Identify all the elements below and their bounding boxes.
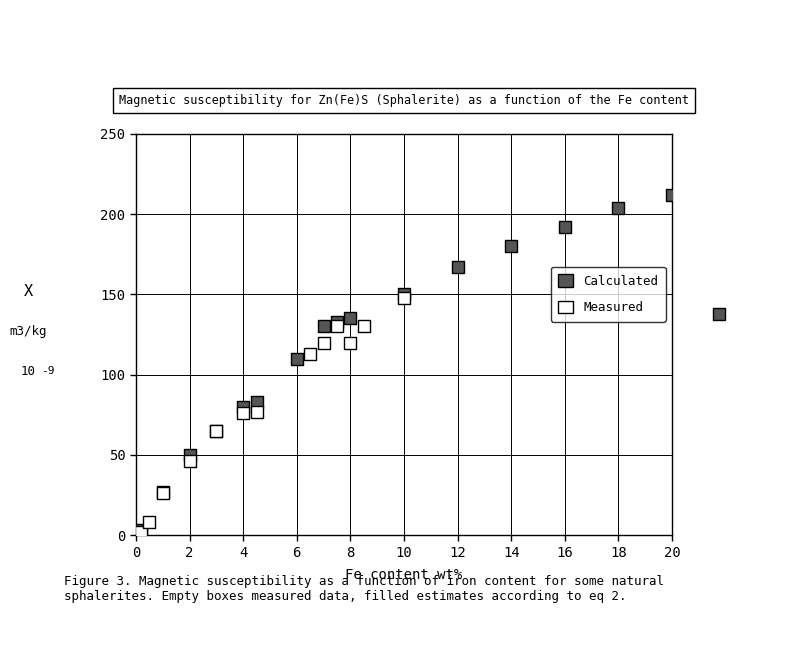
Text: Figure 3. Magnetic susceptibility as a function of iron content for some natural: Figure 3. Magnetic susceptibility as a f… — [64, 575, 664, 603]
Text: m3/kg: m3/kg — [10, 324, 46, 338]
Point — [210, 425, 223, 436]
Point — [713, 308, 726, 319]
Point — [250, 397, 263, 407]
Point — [143, 517, 156, 528]
Point — [210, 425, 223, 436]
Text: -9: -9 — [42, 367, 54, 376]
Point — [317, 321, 330, 332]
Point — [183, 450, 196, 460]
Point — [398, 289, 410, 300]
Point — [304, 349, 317, 359]
Text: 10: 10 — [21, 365, 35, 378]
Text: X: X — [23, 284, 33, 298]
Point — [330, 316, 343, 327]
Point — [183, 456, 196, 467]
Text: Magnetic susceptibility for Zn(Fe)S (Sphalerite) as a function of the Fe content: Magnetic susceptibility for Zn(Fe)S (Sph… — [119, 94, 689, 107]
Point — [666, 189, 678, 200]
Point — [344, 313, 357, 324]
Point — [237, 408, 250, 419]
Point — [157, 488, 170, 499]
Point — [451, 262, 464, 272]
Point — [330, 321, 343, 332]
Point — [237, 401, 250, 412]
Point — [290, 353, 303, 364]
Point — [612, 202, 625, 213]
Point — [344, 337, 357, 348]
Point — [135, 527, 148, 537]
Point — [250, 406, 263, 417]
Legend: Calculated, Measured: Calculated, Measured — [550, 267, 666, 322]
Point — [505, 241, 518, 252]
Point — [398, 292, 410, 303]
Point — [157, 486, 170, 497]
Point — [558, 221, 571, 232]
Point — [317, 337, 330, 348]
X-axis label: Fe content wt%: Fe content wt% — [346, 568, 462, 582]
Point — [135, 525, 148, 536]
Point — [358, 321, 370, 332]
